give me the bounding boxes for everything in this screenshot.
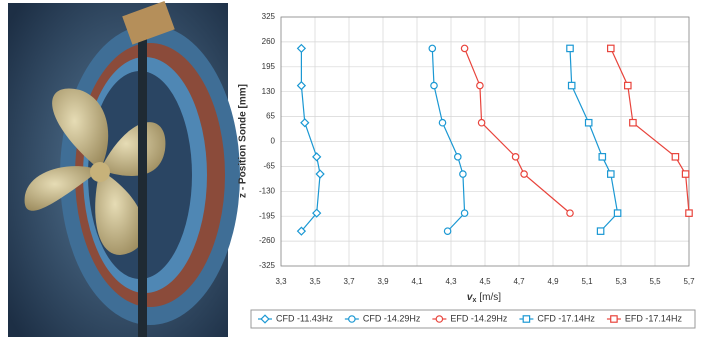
series-line xyxy=(464,48,571,214)
marker xyxy=(623,81,632,90)
y-tick-label: -325 xyxy=(259,261,276,270)
marker xyxy=(681,170,690,178)
marker xyxy=(477,118,486,127)
y-tick-label: -260 xyxy=(259,236,276,245)
marker xyxy=(460,209,469,217)
marker xyxy=(685,209,693,217)
marker xyxy=(430,81,438,90)
legend-label: CFD -17.14Hz xyxy=(537,313,595,323)
x-axis-subscript: x xyxy=(472,297,476,304)
x-tick-label: 4,5 xyxy=(479,277,491,286)
marker xyxy=(312,208,322,218)
chart: z - Position Sonde [mm] vx [m/s] 325 260 19… xyxy=(238,12,696,329)
marker xyxy=(460,44,469,53)
y-tick-label: -65 xyxy=(263,162,275,171)
series-line xyxy=(569,48,619,232)
marker xyxy=(296,80,307,91)
marker xyxy=(584,118,593,127)
x-tick-label: 3,9 xyxy=(377,277,389,286)
x-tick-label: 4,1 xyxy=(411,277,423,286)
x-axis-unit: [m/s] xyxy=(479,292,501,303)
x-tick-label: 5,1 xyxy=(581,277,593,286)
series-line xyxy=(610,48,690,214)
x-axis-symbol: v xyxy=(467,292,474,303)
marker xyxy=(296,226,307,236)
marker xyxy=(296,43,307,54)
legend-box xyxy=(250,309,696,329)
legend-item: CFD -11.43Hz xyxy=(258,313,333,324)
marker xyxy=(476,81,484,90)
y-tick-label: -130 xyxy=(259,186,276,195)
x-tick-label: 5,7 xyxy=(683,277,695,286)
marker xyxy=(567,81,576,90)
x-tick-label: 4,3 xyxy=(445,277,457,286)
marker xyxy=(300,118,310,128)
x-tick-label: 4,7 xyxy=(513,277,525,286)
y-axis-title: z - Position Sonde [mm] xyxy=(238,84,249,198)
x-tick-label: 5,3 xyxy=(615,277,627,286)
marker xyxy=(348,315,356,323)
marker xyxy=(511,153,520,161)
plot-frame xyxy=(280,16,690,267)
y-tick-label: 195 xyxy=(262,62,276,71)
marker xyxy=(260,314,270,324)
marker xyxy=(312,152,322,162)
marker xyxy=(596,227,605,235)
y-tick-label: 65 xyxy=(266,112,275,121)
marker xyxy=(598,153,607,161)
marker xyxy=(613,209,622,217)
marker xyxy=(438,118,447,127)
x-axis-title: vx [m/s] xyxy=(467,292,501,304)
y-tick-label: 0 xyxy=(271,137,276,146)
marker xyxy=(606,170,615,178)
x-tick-label: 5,5 xyxy=(649,277,661,286)
marker xyxy=(566,44,574,53)
series-line xyxy=(431,48,466,232)
marker xyxy=(566,209,574,217)
marker xyxy=(435,315,444,323)
marker xyxy=(453,153,462,161)
marker xyxy=(522,315,531,323)
legend-label: CFD -14.29Hz xyxy=(363,313,421,323)
legend-label: EFD -14.29Hz xyxy=(450,313,508,323)
x-tick-label: 3,7 xyxy=(343,277,355,286)
marker xyxy=(459,170,467,178)
y-tick-label: 130 xyxy=(262,87,276,96)
y-tick-label: 325 xyxy=(262,12,276,21)
marker xyxy=(428,44,437,53)
marker xyxy=(443,227,452,235)
marker xyxy=(520,170,528,178)
y-tick-label: 260 xyxy=(262,37,276,46)
legend-item: EFD -14.29Hz xyxy=(432,313,508,323)
photo xyxy=(8,1,240,337)
legend-item: CFD -17.14Hz xyxy=(519,313,595,323)
legend-item: EFD -17.14Hz xyxy=(606,313,683,323)
marker xyxy=(610,315,618,323)
legend-item: CFD -14.29Hz xyxy=(344,313,421,323)
x-tick-label: 4,9 xyxy=(547,277,559,286)
legend-label: CFD -11.43Hz xyxy=(276,313,333,323)
series-line xyxy=(300,48,321,232)
x-tick-label: 3,5 xyxy=(309,277,321,286)
legend-label: EFD -17.14Hz xyxy=(625,313,683,323)
marker xyxy=(671,153,680,161)
marker xyxy=(315,169,325,179)
marker xyxy=(606,44,615,53)
y-tick-label: -195 xyxy=(259,211,276,220)
x-tick-label: 3,3 xyxy=(275,277,287,286)
marker xyxy=(629,118,637,127)
